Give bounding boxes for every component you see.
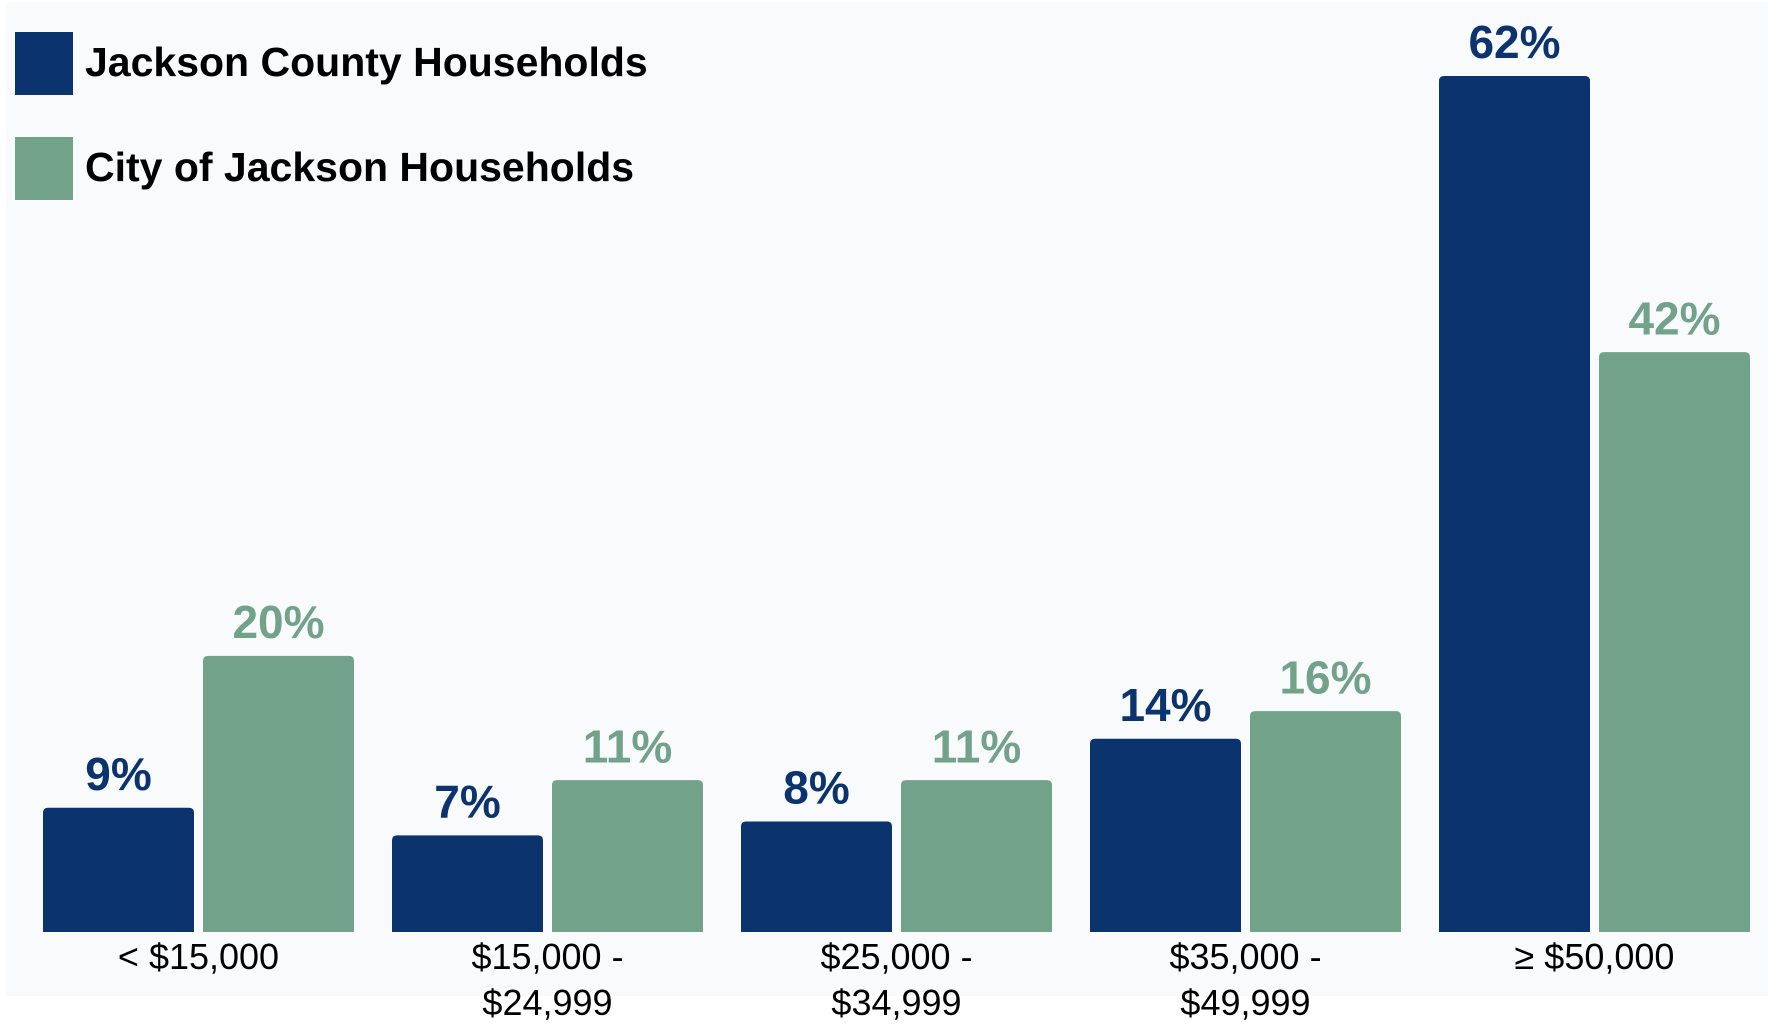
x-tick-label: $35,000 - $49,999: [1169, 936, 1322, 1023]
legend-label: Jackson County Households: [85, 39, 648, 85]
bar: [552, 780, 703, 932]
bar: [741, 821, 892, 932]
value-label: 7%: [434, 776, 500, 828]
legend-label: City of Jackson Households: [85, 144, 634, 190]
value-label: 11%: [932, 720, 1022, 772]
value-label: 42%: [1628, 292, 1720, 344]
bar: [43, 807, 194, 932]
x-tick-label: ≥ $50,000: [1514, 936, 1675, 977]
value-label: 20%: [232, 596, 324, 648]
bar: [203, 655, 354, 932]
legend-swatch: [15, 32, 73, 95]
bar: [1090, 738, 1241, 932]
value-label: 8%: [783, 762, 849, 814]
value-label: 9%: [85, 748, 151, 800]
legend-swatch: [15, 137, 73, 200]
x-tick-label: $15,000 - $24,999: [471, 936, 624, 1023]
bar: [1250, 711, 1401, 932]
x-tick-label: < $15,000: [117, 936, 280, 977]
value-label: 14%: [1119, 679, 1211, 731]
value-label: 11%: [583, 720, 673, 772]
bar: [901, 780, 1052, 932]
x-tick-label: $25,000 - $34,999: [820, 936, 973, 1023]
value-label: 16%: [1279, 651, 1371, 703]
bar: [1439, 76, 1590, 932]
value-label: 62%: [1468, 16, 1560, 68]
bar: [1599, 352, 1750, 932]
bar: [392, 835, 543, 932]
